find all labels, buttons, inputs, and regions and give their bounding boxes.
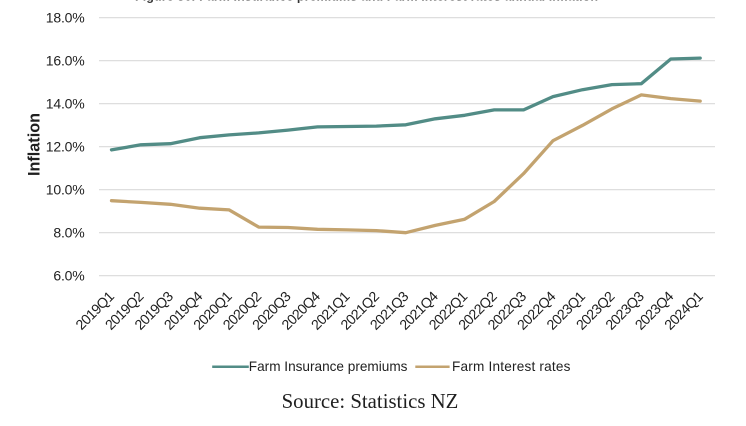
svg-text:16.0%: 16.0% [46, 52, 85, 68]
svg-text:Source: Statistics NZ: Source: Statistics NZ [282, 390, 459, 413]
svg-text:Farm Insurance premiums: Farm Insurance premiums [249, 359, 408, 374]
svg-text:Figure 36: Farm Insurance prem: Figure 36: Farm Insurance premiums and F… [135, 0, 598, 3]
svg-text:14.0%: 14.0% [46, 95, 85, 111]
svg-text:Farm Interest rates: Farm Interest rates [452, 359, 571, 374]
svg-text:Inflation: Inflation [25, 113, 43, 176]
svg-text:6.0%: 6.0% [53, 267, 84, 283]
svg-text:8.0%: 8.0% [53, 224, 84, 240]
svg-text:18.0%: 18.0% [46, 9, 85, 25]
svg-text:12.0%: 12.0% [46, 138, 85, 154]
svg-text:10.0%: 10.0% [46, 181, 85, 197]
